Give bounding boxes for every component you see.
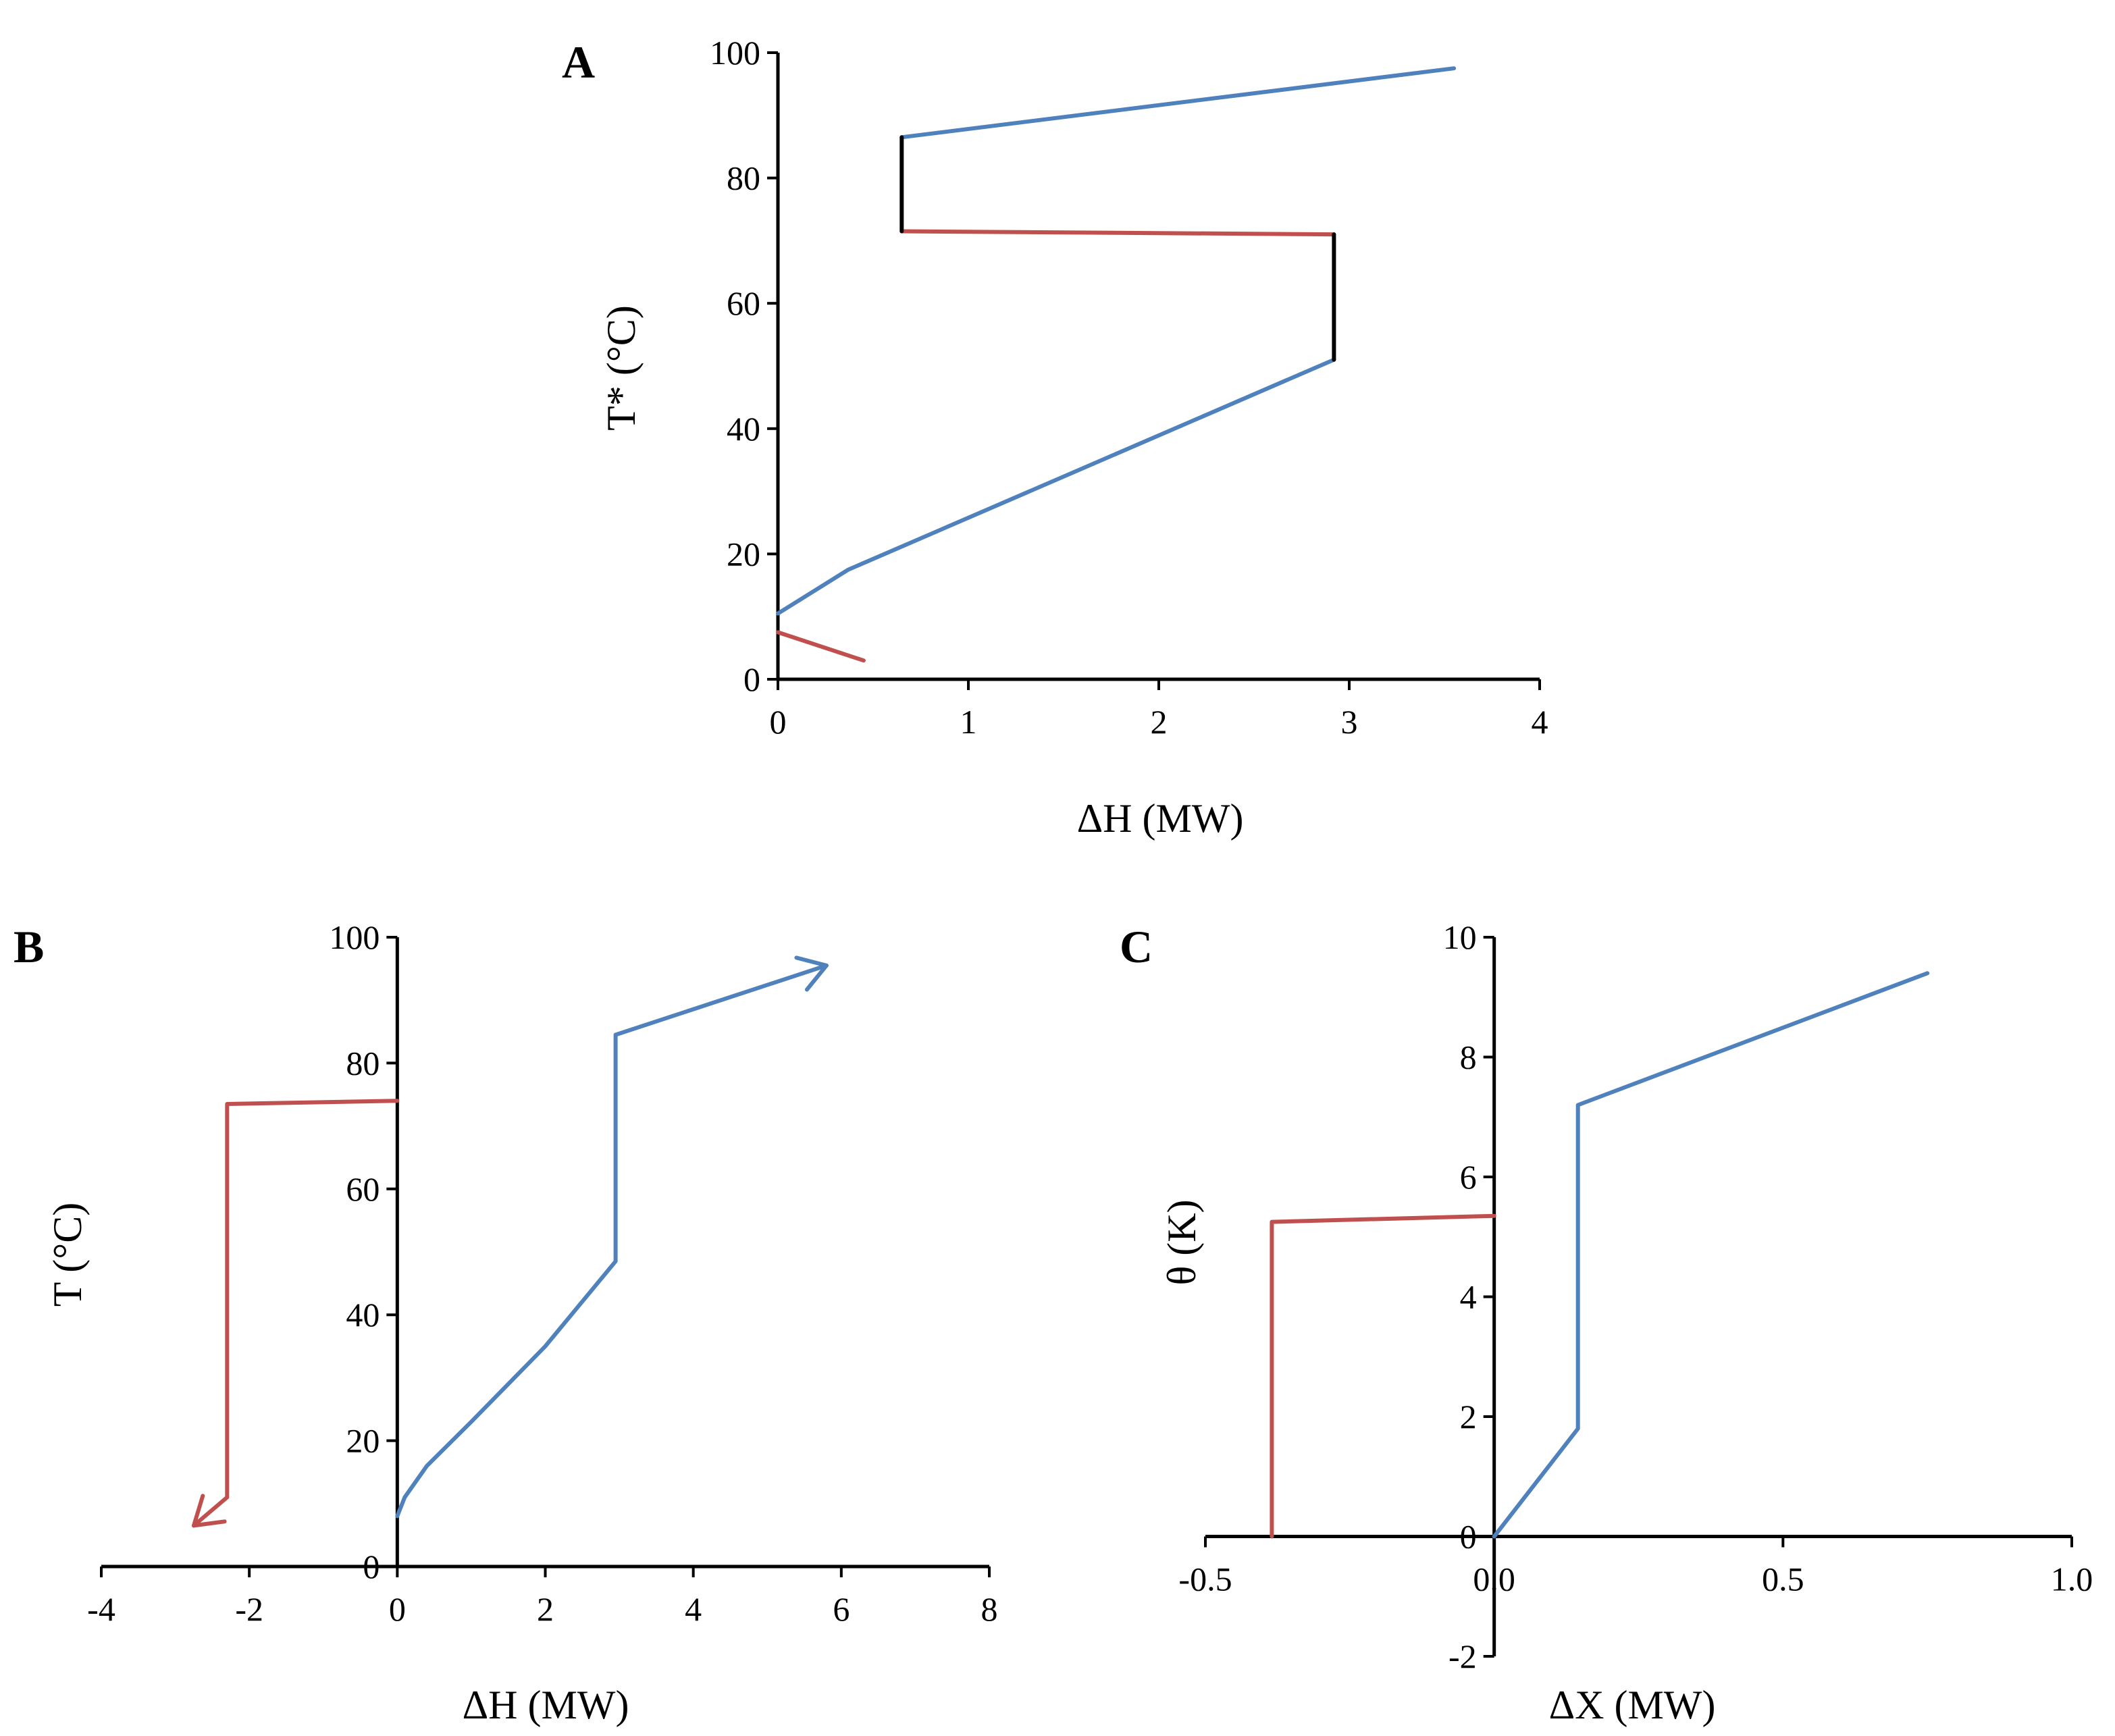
panel-a-series-cold-composite-lower- bbox=[776, 357, 1336, 616]
panel-a-x-tick-label: 4 bbox=[1532, 703, 1548, 741]
panel-c-series-hot-stream bbox=[1270, 1213, 1496, 1539]
panel-b-x-tick-label: 0 bbox=[389, 1590, 406, 1628]
panel-b-arrowhead-hot-stream bbox=[192, 1494, 227, 1528]
panel-b-y-tick-label: 100 bbox=[329, 918, 380, 956]
chart-panel-c: C θ (K) ΔX (MW) -0.5 0.0 0.5 1.0 -2 0 2 4 6 8 10 bbox=[1120, 918, 2093, 1727]
panel-c-y-tick-label: -2 bbox=[1448, 1637, 1477, 1675]
panel-b-y-tick-label: 80 bbox=[346, 1044, 380, 1082]
panel-a-x-tick-label: 0 bbox=[770, 703, 787, 741]
panel-b-y-tick-label: 60 bbox=[346, 1170, 380, 1208]
panel-c-x-tick-label: 0.5 bbox=[1762, 1560, 1804, 1598]
panel-c-y-tick-label: 8 bbox=[1460, 1038, 1477, 1076]
panel-b-x-tick-label: -4 bbox=[87, 1590, 115, 1628]
panel-b-xlabel: ΔH (MW) bbox=[463, 1683, 629, 1727]
panel-c-label: C bbox=[1120, 921, 1153, 972]
panel-a-ylabel: T* (°C) bbox=[599, 305, 644, 431]
panel-b-series-cold-stream bbox=[395, 963, 829, 1519]
panel-b-series-hot-stream bbox=[192, 1099, 400, 1528]
panel-a-y-tick-label: 0 bbox=[743, 660, 760, 698]
panel-b-x-tick-label: 6 bbox=[833, 1590, 850, 1628]
panel-a-series-cold-composite-upper- bbox=[899, 66, 1457, 140]
panel-c-ylabel: θ (K) bbox=[1159, 1199, 1204, 1285]
panel-c-x-tick-label: -0.5 bbox=[1178, 1560, 1232, 1598]
panel-b-y-tick-label: 40 bbox=[346, 1296, 380, 1334]
panel-a-y-tick-label: 40 bbox=[727, 410, 760, 448]
panel-c-y-tick-label: 2 bbox=[1460, 1398, 1477, 1436]
panel-a-label: A bbox=[562, 36, 595, 88]
panel-b-x-tick-label: 8 bbox=[981, 1590, 998, 1628]
panel-b-x-tick-label: 2 bbox=[537, 1590, 554, 1628]
panel-b-y-tick-label: 0 bbox=[363, 1548, 380, 1585]
panel-c-series-cold-stream bbox=[1492, 971, 1930, 1539]
panel-b-label: B bbox=[14, 921, 44, 972]
panel-a-xlabel: ΔH (MW) bbox=[1077, 796, 1244, 841]
panel-b-x-tick-label: 4 bbox=[685, 1590, 702, 1628]
panel-c-y-tick-label: 4 bbox=[1460, 1278, 1477, 1316]
panel-b-arrowhead-cold-stream bbox=[794, 955, 829, 992]
panel-a-y-tick-label: 20 bbox=[727, 535, 760, 573]
panel-c-y-tick-label: 0 bbox=[1460, 1518, 1477, 1556]
panel-a-y-tick-label: 100 bbox=[710, 34, 760, 72]
panel-c-xlabel: ΔX (MW) bbox=[1549, 1683, 1716, 1727]
panel-a-y-tick-label: 60 bbox=[727, 284, 760, 322]
panel-a-series-hot-composite-upper- bbox=[899, 229, 1336, 237]
panel-a-y-tick-label: 80 bbox=[727, 159, 760, 197]
panel-a-x-tick-label: 2 bbox=[1151, 703, 1168, 741]
panel-a-series-hot-composite-lower- bbox=[776, 630, 866, 663]
panel-c-y-tick-label: 6 bbox=[1460, 1158, 1477, 1196]
panel-a-x-tick-label: 1 bbox=[960, 703, 977, 741]
panel-b-ylabel: T (°C) bbox=[45, 1203, 90, 1307]
panel-b-y-tick-label: 20 bbox=[346, 1422, 380, 1460]
panel-c-x-tick-label: 1.0 bbox=[2051, 1560, 2093, 1598]
panel-b-x-tick-label: -2 bbox=[235, 1590, 263, 1628]
panel-c-x-tick-label: 0.0 bbox=[1473, 1560, 1515, 1598]
panel-a-x-tick-label: 3 bbox=[1341, 703, 1358, 741]
panel-c-y-tick-label: 10 bbox=[1443, 918, 1477, 956]
